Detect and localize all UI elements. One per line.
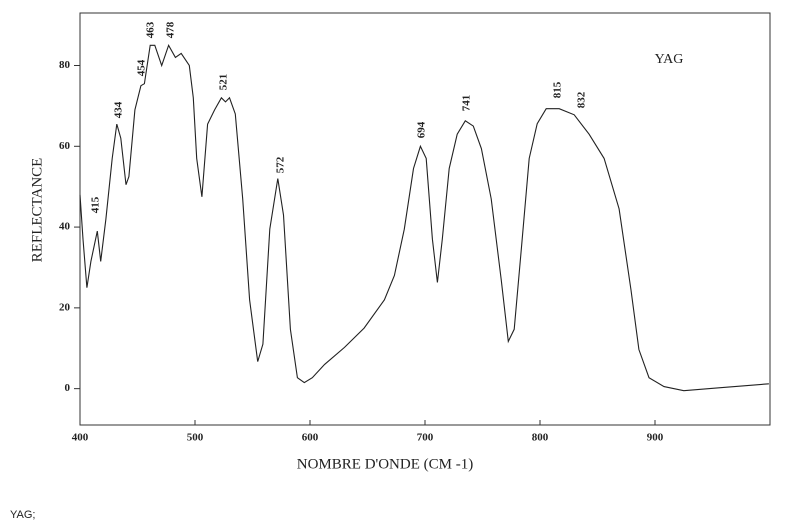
y-axis-label: REFLECTANCE xyxy=(29,158,45,263)
plot-frame xyxy=(79,12,771,426)
peak-label: 415 xyxy=(90,196,102,213)
x-tick-label: 900 xyxy=(647,432,664,444)
x-tick-label: 500 xyxy=(187,432,204,444)
peak-label: 454 xyxy=(136,59,148,76)
x-tick-label: 400 xyxy=(72,432,89,444)
sample-label: YAG xyxy=(655,52,684,67)
peak-label: 815 xyxy=(552,81,564,98)
y-tick-label: 40 xyxy=(59,221,71,233)
x-axis-label: NOMBRE D'ONDE (CM -1) xyxy=(297,456,473,472)
peak-label: 572 xyxy=(275,156,287,173)
peak-label: 694 xyxy=(416,121,428,138)
y-tick-label: 60 xyxy=(59,140,71,152)
x-tick-label: 800 xyxy=(532,432,549,444)
x-tick-label: 600 xyxy=(302,432,319,444)
peak-label: 832 xyxy=(576,91,588,108)
peak-label: 478 xyxy=(165,21,177,38)
y-tick-label: 80 xyxy=(59,59,71,71)
y-tick-label: 0 xyxy=(65,382,71,394)
peak-label: 463 xyxy=(145,21,157,38)
x-tick-label: 700 xyxy=(417,432,434,444)
spectrum-line xyxy=(79,43,769,392)
y-tick-label: 20 xyxy=(59,301,71,313)
peak-label: 741 xyxy=(461,95,473,112)
caption: YAG; xyxy=(10,509,35,521)
peak-label: 521 xyxy=(218,74,230,91)
peak-label: 434 xyxy=(113,101,125,118)
